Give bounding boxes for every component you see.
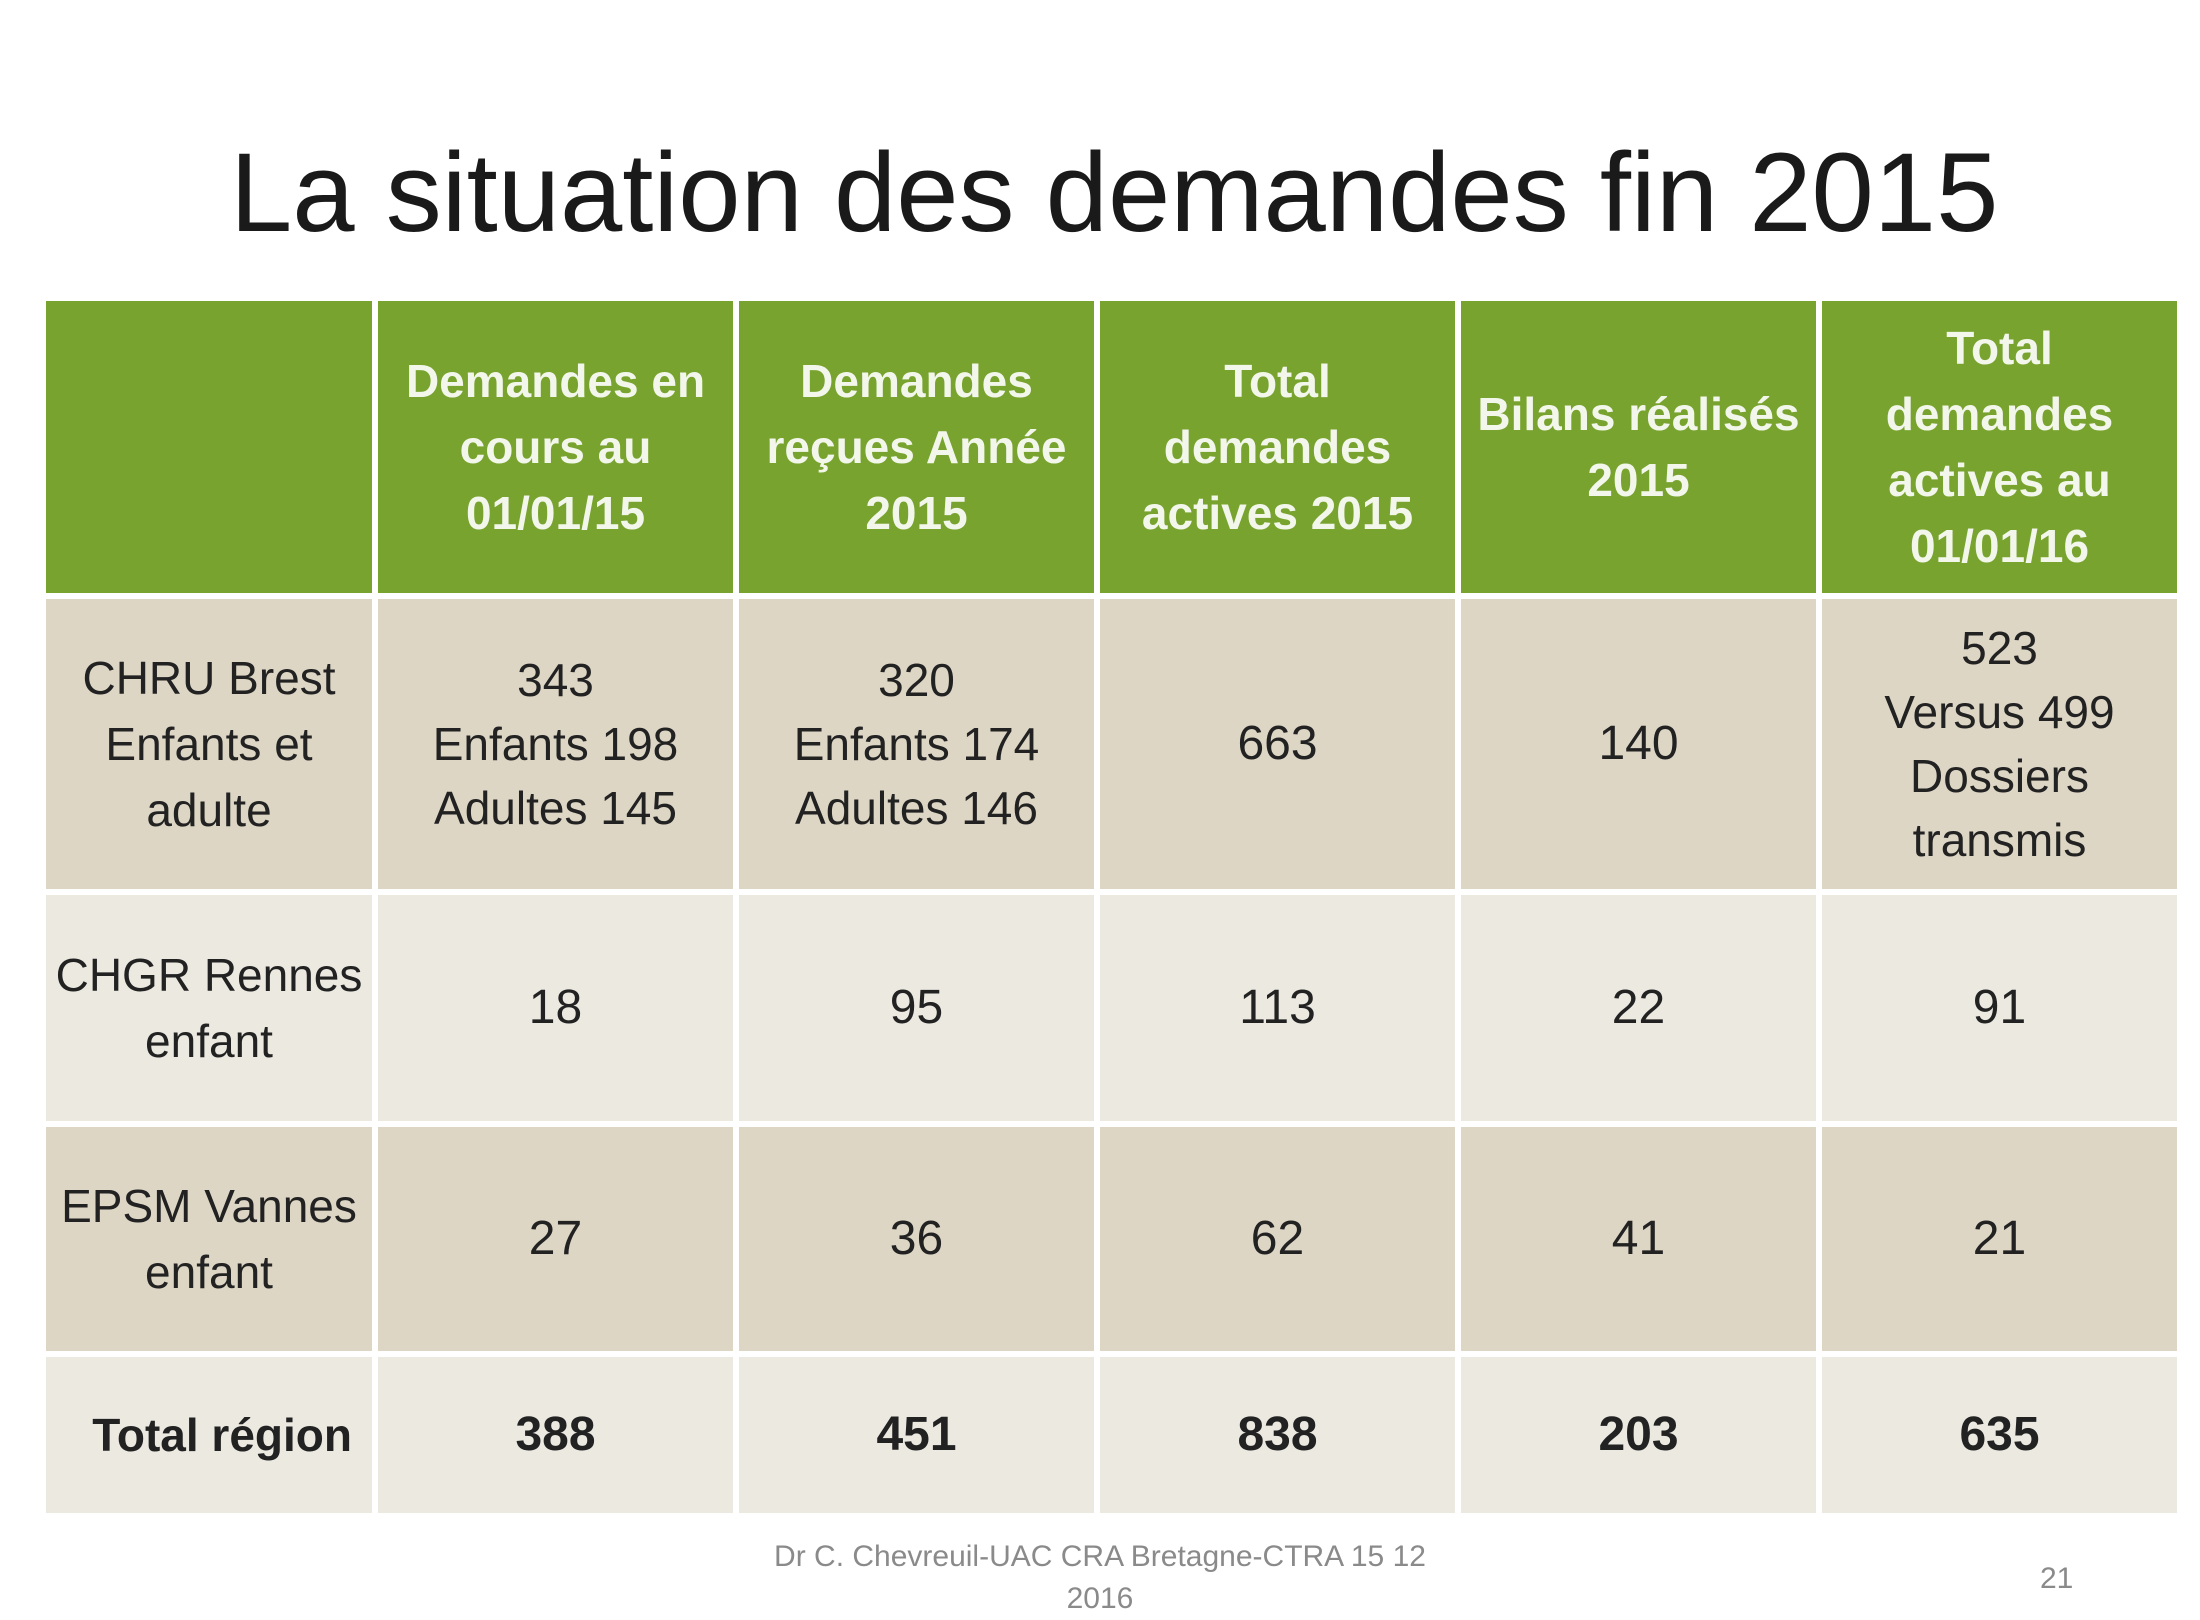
table-cell: 343 Enfants 198 Adultes 145 — [378, 599, 733, 889]
table-cell: 41 — [1461, 1127, 1816, 1351]
table-cell: 203 — [1461, 1357, 1816, 1513]
demands-table: Demandes en cours au 01/01/15 Demandes r… — [40, 295, 2183, 1519]
header-total-demandes-actives: Total demandes actives 2015 — [1100, 301, 1455, 593]
slide-title: La situation des demandes fin 2015 — [230, 130, 1999, 255]
table-cell: 91 — [1822, 895, 2177, 1121]
cell-sub-value: Enfants 174 — [793, 718, 1040, 770]
table-cell: 451 — [739, 1357, 1094, 1513]
table-cell: 95 — [739, 895, 1094, 1121]
cell-sub-value: Versus 499 — [1884, 686, 2115, 738]
table-cell: 320 Enfants 174 Adultes 146 — [739, 599, 1094, 889]
table-cell: 62 — [1100, 1127, 1455, 1351]
cell-main-value: 523 — [1961, 622, 2038, 674]
header-bilans-realises: Bilans réalisés 2015 — [1461, 301, 1816, 593]
header-total-actives-2016: Total demandes actives au 01/01/16 — [1822, 301, 2177, 593]
row-label-total: Total région — [46, 1357, 372, 1513]
table-cell: 22 — [1461, 895, 1816, 1121]
table-cell: 663 — [1100, 599, 1455, 889]
table-cell: 18 — [378, 895, 733, 1121]
slide-footer: Dr C. Chevreuil-UAC CRA Bretagne-CTRA 15… — [774, 1540, 1426, 1615]
table-cell: 36 — [739, 1127, 1094, 1351]
table-header-row: Demandes en cours au 01/01/15 Demandes r… — [46, 301, 2177, 593]
table-cell: 113 — [1100, 895, 1455, 1121]
cell-sub-value: Enfants 198 — [432, 718, 679, 770]
row-label: CHRU Brest Enfants et adulte — [46, 599, 372, 889]
row-label: CHGR Rennes enfant — [46, 895, 372, 1121]
table-cell: 523 Versus 499 Dossiers transmis — [1822, 599, 2177, 889]
header-corner — [46, 301, 372, 593]
cell-main-value: 343 — [517, 654, 594, 706]
table-cell: 838 — [1100, 1357, 1455, 1513]
header-demandes-recues: Demandes reçues Année 2015 — [739, 301, 1094, 593]
table-row-total: Total région 388 451 838 203 635 — [46, 1357, 2177, 1513]
page-number: 21 — [2040, 1562, 2074, 1595]
table-cell: 388 — [378, 1357, 733, 1513]
row-label: EPSM Vannes enfant — [46, 1127, 372, 1351]
header-demandes-en-cours: Demandes en cours au 01/01/15 — [378, 301, 733, 593]
table-row: CHRU Brest Enfants et adulte 343 Enfants… — [46, 599, 2177, 889]
table-cell: 27 — [378, 1127, 733, 1351]
table-row: CHGR Rennes enfant 18 95 113 22 91 — [46, 895, 2177, 1121]
table-row: EPSM Vannes enfant 27 36 62 41 21 — [46, 1127, 2177, 1351]
cell-sub-value: Adultes 146 — [795, 782, 1038, 834]
cell-sub-value: Dossiers transmis — [1910, 750, 2089, 866]
cell-main-value: 320 — [878, 654, 955, 706]
table-cell: 635 — [1822, 1357, 2177, 1513]
table-cell: 21 — [1822, 1127, 2177, 1351]
table-cell: 140 — [1461, 599, 1816, 889]
cell-sub-value: Adultes 145 — [434, 782, 677, 834]
